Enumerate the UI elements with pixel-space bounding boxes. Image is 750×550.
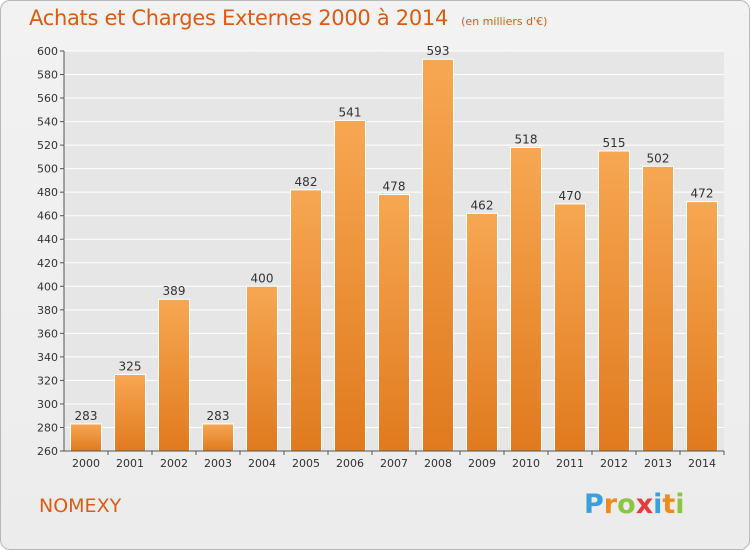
logo-letter: P: [584, 489, 604, 520]
data-label: 325: [119, 360, 142, 374]
y-tick-label: 360: [37, 327, 58, 340]
data-labels: 283 325 389 283 400 482 541 478 593 462 518 470 515 5…: [75, 44, 714, 423]
data-label: 283: [75, 409, 98, 423]
bar: [686, 201, 718, 452]
x-tick-label: 2012: [600, 457, 628, 470]
y-tick-label: 260: [37, 445, 58, 458]
bar: [554, 203, 586, 452]
data-label: 482: [295, 175, 318, 189]
y-tick-label: 520: [37, 139, 58, 152]
bar: [334, 119, 366, 452]
y-tick-label: 500: [37, 163, 58, 176]
bar: [70, 423, 102, 452]
commune-name: NOMEXY: [39, 495, 122, 517]
x-tick-label: 2011: [556, 457, 584, 470]
y-tick-label: 420: [37, 257, 58, 270]
data-label: 472: [691, 187, 714, 201]
data-label: 502: [647, 151, 670, 165]
proxiti-logo[interactable]: Proxiti: [584, 489, 685, 520]
data-label: 400: [251, 271, 274, 285]
logo-letter: o: [617, 489, 636, 520]
y-tick-label: 480: [37, 186, 58, 199]
x-tick-label: 2000: [72, 457, 100, 470]
data-label: 593: [427, 44, 450, 58]
y-tick-label: 400: [37, 280, 58, 293]
logo-letter: r: [603, 489, 618, 520]
data-label: 389: [163, 284, 186, 298]
x-tick-label: 2005: [292, 457, 320, 470]
data-label: 515: [603, 136, 626, 150]
chart-subtitle: (en milliers d'€): [461, 15, 548, 28]
x-tick-label: 2002: [160, 457, 188, 470]
x-tick-label: 2007: [380, 457, 408, 470]
bar: [466, 212, 498, 452]
bars: [70, 58, 718, 452]
bar: [378, 194, 410, 452]
y-tick-label: 380: [37, 304, 58, 317]
data-label: 518: [515, 132, 538, 146]
bar: [246, 285, 278, 452]
y-tick-label: 440: [37, 233, 58, 246]
data-label: 283: [207, 409, 230, 423]
bar: [290, 189, 322, 452]
bar: [202, 423, 234, 452]
x-tick-label: 2006: [336, 457, 364, 470]
logo-letter: i: [653, 489, 663, 520]
bar: [422, 58, 454, 452]
data-label: 470: [559, 189, 582, 203]
x-tick-label: 2010: [512, 457, 540, 470]
bar: [598, 150, 630, 452]
bar: [642, 165, 674, 452]
x-tick-label: 2003: [204, 457, 232, 470]
bar: [158, 298, 190, 452]
x-tick-label: 2008: [424, 457, 452, 470]
y-tick-label: 280: [37, 421, 58, 434]
logo-letter: x: [635, 489, 654, 520]
chart-title: Achats et Charges Externes 2000 à 2014: [29, 6, 449, 30]
bar: [114, 374, 146, 452]
logo-letter: i: [675, 489, 685, 520]
y-tick-label: 340: [37, 351, 58, 364]
x-tick-label: 2004: [248, 457, 276, 470]
bar: [510, 146, 542, 452]
y-tick-label: 300: [37, 398, 58, 411]
y-tick-label: 320: [37, 374, 58, 387]
y-tick-label: 580: [37, 69, 58, 82]
title-row: Achats et Charges Externes 2000 à 2014 (…: [29, 6, 547, 30]
data-label: 462: [471, 198, 494, 212]
y-tick-label: 460: [37, 210, 58, 223]
y-tick-label: 600: [37, 45, 58, 58]
x-tick-label: 2014: [688, 457, 716, 470]
y-tick-label: 560: [37, 92, 58, 105]
axes: 260 280 300 320 340 360 380 400 420 440 460 480 500 5…: [37, 45, 725, 470]
x-tick-label: 2001: [116, 457, 144, 470]
y-tick-label: 540: [37, 116, 58, 129]
data-label: 541: [339, 105, 362, 119]
x-tick-label: 2013: [644, 457, 672, 470]
data-label: 478: [383, 180, 406, 194]
x-tick-label: 2009: [468, 457, 496, 470]
logo-letter: t: [662, 489, 676, 520]
